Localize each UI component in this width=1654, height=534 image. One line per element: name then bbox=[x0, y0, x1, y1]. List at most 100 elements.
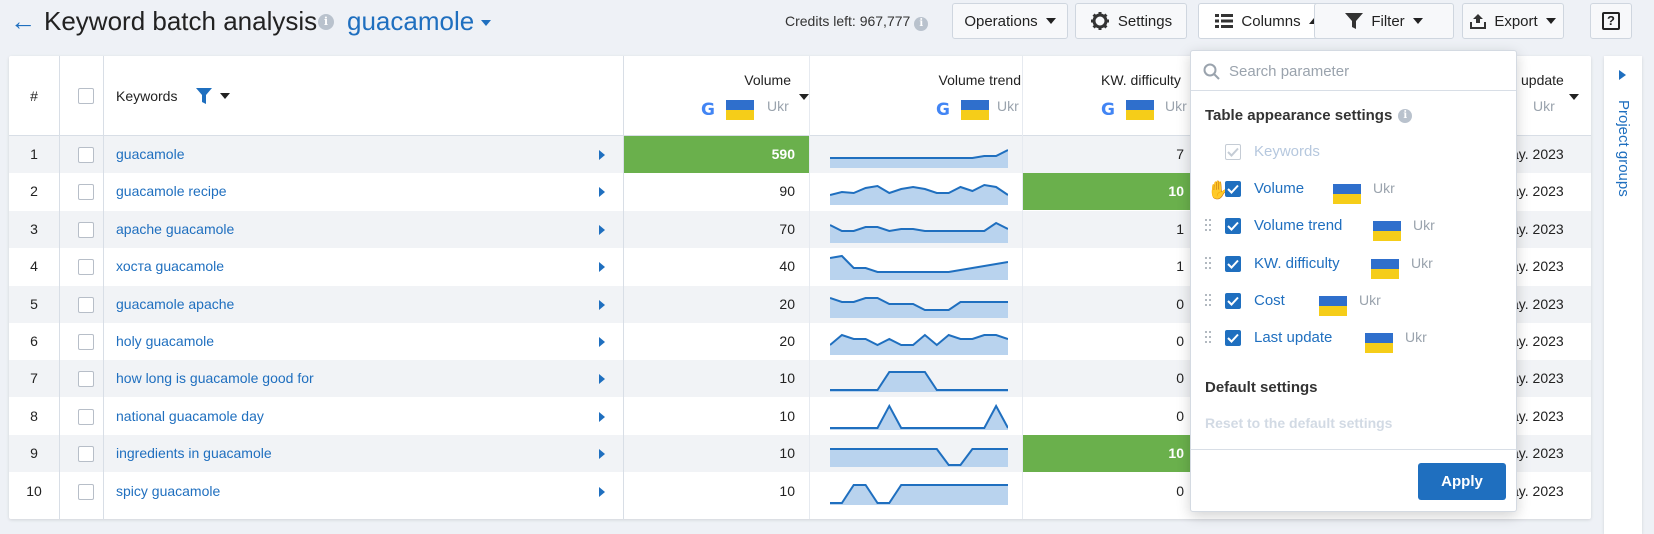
drag-handle-icon[interactable] bbox=[1205, 256, 1213, 271]
row-checkbox[interactable] bbox=[78, 221, 94, 238]
keyword-link[interactable]: spicy guacamole bbox=[116, 482, 221, 499]
column-checkbox[interactable] bbox=[1225, 292, 1241, 309]
country-label: Ukr bbox=[997, 98, 1019, 114]
row-checkbox[interactable] bbox=[78, 334, 94, 350]
keyword-link[interactable]: guacamole recipe bbox=[116, 183, 227, 200]
row-index: 7 bbox=[30, 370, 38, 387]
table-row[interactable]: 8 national guacamole day 10 0 ay. 2023 bbox=[9, 398, 1591, 435]
project-groups-label[interactable]: Project groups bbox=[1615, 100, 1632, 197]
column-option[interactable]: ✋ Volume Ukr bbox=[1191, 176, 1516, 206]
row-checkbox[interactable] bbox=[78, 483, 94, 500]
keyword-cell: spicy guacamole bbox=[116, 473, 596, 510]
row-checkbox[interactable] bbox=[78, 408, 94, 425]
keyword-link[interactable]: apache guacamole bbox=[116, 220, 235, 237]
appearance-section-title: Table appearance settings i bbox=[1205, 107, 1413, 124]
reset-default-link[interactable]: Reset to the default settings bbox=[1205, 415, 1393, 431]
filter-icon[interactable] bbox=[196, 88, 212, 104]
search-parameter-input[interactable] bbox=[1229, 59, 1499, 83]
column-checkbox[interactable] bbox=[1225, 255, 1241, 272]
column-checkbox[interactable] bbox=[1225, 330, 1241, 346]
expand-row-icon[interactable] bbox=[599, 262, 605, 273]
row-checkbox[interactable] bbox=[78, 371, 94, 388]
keywords-header-label: Keywords bbox=[116, 88, 178, 104]
sort-icon[interactable] bbox=[799, 94, 809, 100]
column-option[interactable]: Last update Ukr bbox=[1191, 325, 1516, 355]
column-header-kw-difficulty[interactable]: KW. difficulty G Ukr bbox=[1033, 56, 1203, 136]
filter-button[interactable]: Filter bbox=[1314, 3, 1454, 39]
select-all-checkbox[interactable] bbox=[78, 88, 94, 104]
expand-row-icon[interactable] bbox=[599, 150, 605, 160]
column-header-keywords[interactable]: Keywords bbox=[116, 56, 516, 136]
columns-label: Columns bbox=[1241, 12, 1301, 30]
expand-row-icon[interactable] bbox=[599, 337, 605, 347]
project-name: guacamole bbox=[347, 6, 475, 36]
column-option[interactable]: Keywords bbox=[1191, 139, 1516, 169]
column-option-label[interactable]: KW. difficulty bbox=[1254, 254, 1340, 272]
keyword-link[interactable]: holy guacamole bbox=[116, 333, 215, 349]
keyword-link[interactable]: how long is guacamole good for bbox=[116, 370, 314, 387]
apply-button[interactable]: Apply bbox=[1418, 463, 1506, 500]
chevron-down-icon[interactable] bbox=[220, 93, 230, 99]
expand-row-icon[interactable] bbox=[599, 224, 605, 235]
keyword-link[interactable]: national guacamole day bbox=[116, 407, 264, 424]
column-option[interactable]: Cost Ukr bbox=[1191, 288, 1516, 318]
table-row[interactable]: 2 guacamole recipe 90 10 ay. 2023 bbox=[9, 173, 1591, 211]
row-checkbox[interactable] bbox=[78, 147, 94, 163]
column-option-label[interactable]: Last update bbox=[1254, 329, 1333, 346]
column-header-volume-trend[interactable]: Volume trend G Ukr bbox=[820, 56, 1033, 136]
expand-row-icon[interactable] bbox=[599, 449, 605, 460]
filter-icon bbox=[1345, 13, 1364, 29]
columns-button[interactable]: Columns bbox=[1198, 3, 1336, 39]
keyword-link[interactable]: guacamole apache bbox=[116, 295, 235, 312]
search-icon bbox=[1203, 63, 1220, 80]
row-checkbox[interactable] bbox=[78, 296, 94, 313]
column-checkbox[interactable] bbox=[1225, 181, 1241, 198]
country-label: Ukr bbox=[767, 98, 789, 114]
expand-row-icon[interactable] bbox=[599, 299, 605, 310]
column-option-label[interactable]: Volume trend bbox=[1254, 217, 1343, 235]
row-index: 5 bbox=[30, 295, 38, 312]
google-icon: G bbox=[936, 100, 950, 120]
column-option[interactable]: Volume trend Ukr bbox=[1191, 213, 1516, 243]
column-option-label[interactable]: Cost bbox=[1254, 291, 1285, 309]
keyword-link[interactable]: хоста guacamole bbox=[116, 258, 225, 275]
column-option-label[interactable]: Keywords bbox=[1254, 143, 1320, 160]
table-row[interactable]: 6 holy guacamole 20 0 ay. 2023 bbox=[9, 323, 1591, 360]
row-checkbox[interactable] bbox=[78, 259, 94, 276]
sort-icon[interactable] bbox=[1569, 94, 1579, 100]
row-checkbox[interactable] bbox=[78, 184, 94, 201]
column-option-label[interactable]: Volume bbox=[1254, 180, 1305, 198]
drag-handle-icon[interactable] bbox=[1205, 219, 1213, 233]
expand-row-icon[interactable] bbox=[599, 374, 605, 385]
row-checkbox[interactable] bbox=[78, 446, 94, 463]
column-header-volume[interactable]: Volume G Ukr bbox=[633, 56, 819, 136]
table-row[interactable]: 4 хоста guacamole 40 1 ay. 2023 bbox=[9, 248, 1591, 285]
settings-button[interactable]: Settings bbox=[1075, 3, 1187, 39]
help-button[interactable]: ? bbox=[1590, 3, 1632, 39]
ukraine-flag-icon bbox=[726, 100, 754, 120]
project-selector[interactable]: guacamole bbox=[347, 6, 492, 37]
volume-trend-sparkline bbox=[830, 255, 1008, 281]
info-icon[interactable]: i bbox=[914, 17, 929, 31]
keyword-link[interactable]: ingredients in guacamole bbox=[116, 445, 272, 462]
expand-row-icon[interactable] bbox=[599, 187, 605, 198]
table-row[interactable]: 10 spicy guacamole 10 0 ay. 2023 bbox=[9, 473, 1591, 510]
expand-arrow-icon[interactable] bbox=[1619, 70, 1626, 80]
column-header-last-update[interactable]: update Ukr bbox=[1509, 56, 1591, 136]
column-option[interactable]: KW. difficulty Ukr bbox=[1191, 251, 1516, 281]
drag-handle-icon[interactable] bbox=[1205, 331, 1213, 345]
volume-trend-sparkline bbox=[830, 149, 1008, 168]
project-groups-panel[interactable]: Project groups bbox=[1604, 56, 1642, 534]
keyword-link[interactable]: guacamole bbox=[116, 146, 185, 162]
export-button[interactable]: Export bbox=[1462, 3, 1564, 39]
back-arrow-icon[interactable]: ← bbox=[10, 6, 36, 36]
drag-handle-icon[interactable] bbox=[1205, 293, 1213, 308]
column-checkbox[interactable] bbox=[1225, 218, 1241, 235]
operations-button[interactable]: Operations bbox=[952, 3, 1068, 39]
info-icon[interactable]: i bbox=[1398, 109, 1413, 124]
expand-row-icon[interactable] bbox=[599, 411, 605, 422]
expand-row-icon[interactable] bbox=[599, 486, 605, 497]
info-icon[interactable]: i bbox=[318, 14, 334, 30]
default-settings-title: Default settings bbox=[1205, 379, 1318, 396]
settings-label: Settings bbox=[1117, 12, 1173, 30]
